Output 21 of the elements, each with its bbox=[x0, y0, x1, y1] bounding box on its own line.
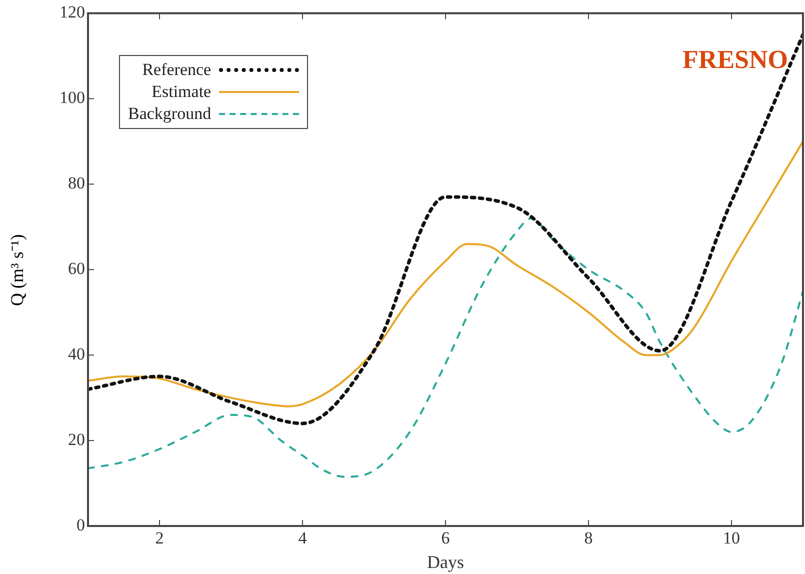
x-tick-label: 4 bbox=[298, 528, 308, 548]
x-tick-label: 8 bbox=[584, 528, 593, 548]
x-axis-title: Days bbox=[427, 552, 464, 572]
y-tick-label: 80 bbox=[68, 174, 85, 193]
y-tick-label: 40 bbox=[68, 344, 85, 364]
legend-label: Background bbox=[128, 103, 212, 126]
line-series bbox=[88, 32, 803, 426]
y-tick-label: 120 bbox=[60, 2, 85, 22]
annotation: FRESNO bbox=[682, 44, 788, 74]
y-tick-label: 20 bbox=[68, 430, 85, 449]
y-tick-label: 100 bbox=[60, 88, 85, 108]
y-tick-label: 0 bbox=[76, 515, 85, 534]
legend-label: Estimate bbox=[152, 81, 212, 104]
x-tick-label: 2 bbox=[155, 528, 164, 548]
line-series bbox=[88, 217, 803, 478]
y-axis-title: Q (m³ s⁻¹) bbox=[6, 234, 28, 306]
legend-label: Reference bbox=[142, 59, 212, 82]
x-tick-label: 10 bbox=[723, 528, 740, 548]
line-series bbox=[88, 140, 803, 408]
x-tick-label: 6 bbox=[441, 528, 450, 548]
y-tick-label: 60 bbox=[68, 259, 85, 278]
